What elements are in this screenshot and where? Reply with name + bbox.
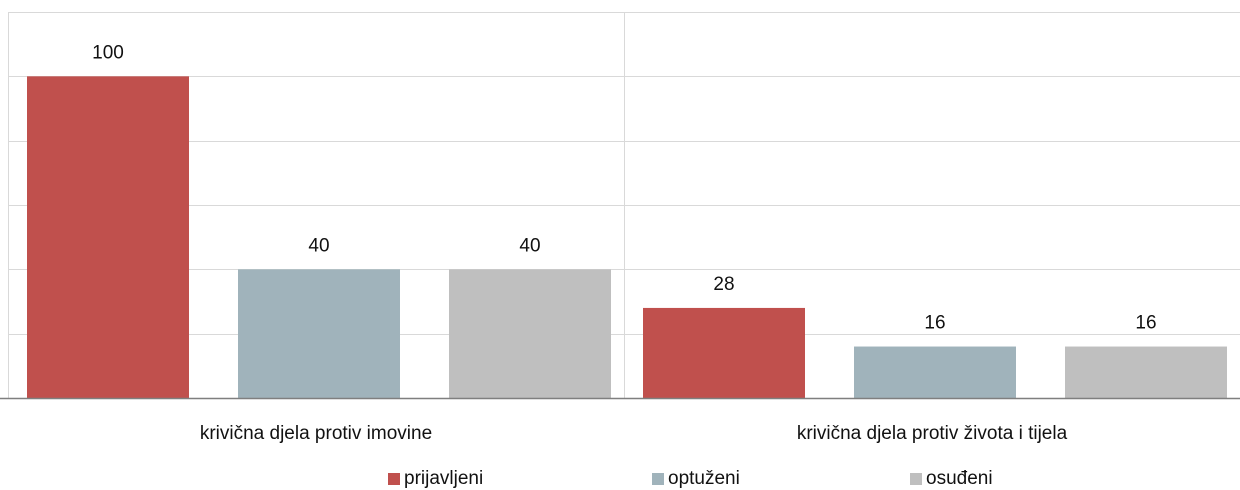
legend-item-1: optuženi [652,467,740,490]
data-labels: 100 40 40 28 16 16 [92,42,1156,333]
legend-label-1: optuženi [668,468,740,489]
legend-swatch-1 [652,472,664,485]
bar-0-2 [449,269,611,398]
legend-item-2: osuđeni [910,467,993,490]
bar-1-2 [1065,346,1227,398]
legend-label-0: prijavljeni [404,468,484,489]
category-label-0: krivična djela protiv imovine [200,423,432,444]
legend-item-0: prijavljeni [388,467,483,490]
category-labels: krivična djela protiv imovine krivična dj… [200,423,1068,444]
bar-0-1 [238,269,400,398]
bar-1-1 [854,346,1016,398]
data-label-1-0: 28 [713,274,734,295]
category-label-1: krivična djela protiv života i tijela [797,423,1068,444]
legend: prijavljeni optuženi osuđeni [0,467,1240,490]
legend-label-2: osuđeni [926,468,993,489]
data-label-0-0: 100 [92,42,124,63]
data-label-0-1: 40 [308,235,329,256]
legend-swatch-2 [910,472,922,485]
data-label-0-2: 40 [519,235,540,256]
legend-swatch-0 [388,472,400,485]
bars [27,76,1227,398]
data-label-1-2: 16 [1135,313,1156,334]
gridlines [8,12,1240,398]
data-label-1-1: 16 [924,313,945,334]
bar-0-0 [27,76,189,398]
bar-1-0 [643,307,805,398]
